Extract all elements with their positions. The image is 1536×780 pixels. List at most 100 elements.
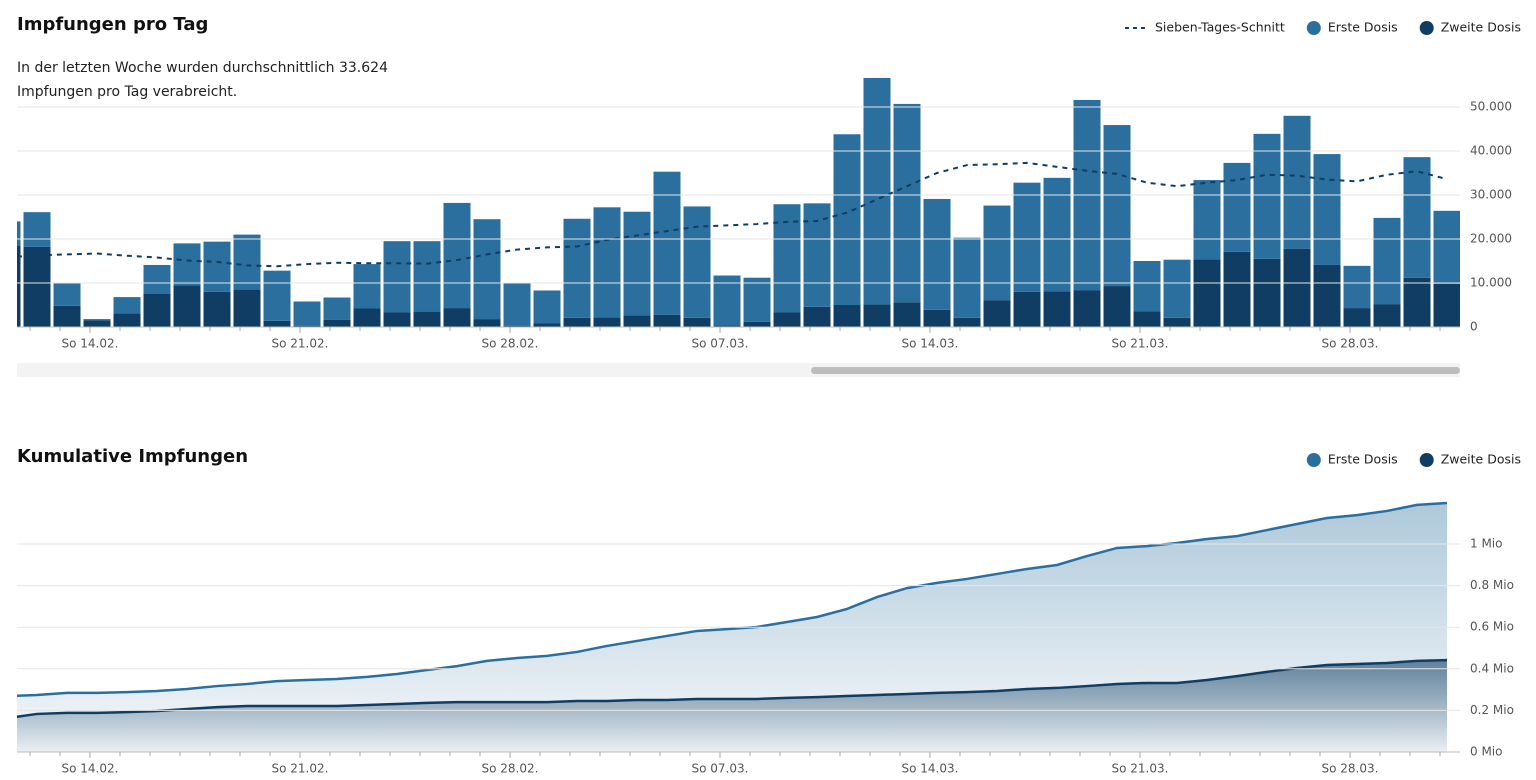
x-tick-label: So 07.03.: [692, 337, 749, 351]
bar: [953, 317, 981, 327]
bar: [23, 212, 51, 247]
bar: [143, 264, 171, 294]
bar: [1403, 157, 1431, 278]
bar: [893, 103, 921, 303]
bar: [17, 221, 21, 246]
legend-swatch: [1306, 21, 1321, 35]
bar: [1163, 259, 1191, 318]
bar: [1403, 277, 1431, 327]
x-tick-label: So 28.02.: [482, 762, 539, 776]
legend-swatch: [1306, 453, 1321, 467]
chart-title: Impfungen pro Tag: [17, 14, 208, 35]
bar: [413, 311, 441, 327]
bar: [983, 205, 1011, 301]
bar: [443, 308, 471, 327]
y-tick-label: 0.4 Mio: [1470, 661, 1514, 675]
bar: [113, 313, 141, 327]
bar: [1433, 283, 1460, 327]
y-tick-label: 0.6 Mio: [1470, 620, 1514, 634]
bar: [413, 241, 441, 312]
bar: [773, 204, 801, 313]
bar: [1043, 177, 1071, 292]
bar: [1343, 308, 1371, 327]
bar: [503, 325, 531, 327]
x-tick-label: So 28.03.: [1322, 337, 1379, 351]
bar: [1193, 259, 1221, 327]
area: [17, 660, 1447, 752]
bar: [473, 319, 501, 327]
x-tick-label: So 28.02.: [482, 337, 539, 351]
bar: [1043, 291, 1071, 327]
bar: [1343, 265, 1371, 309]
bar: [53, 305, 81, 327]
bar: [533, 290, 561, 324]
bar: [1103, 286, 1131, 327]
bar: [233, 289, 261, 327]
bar: [1193, 180, 1221, 260]
bar: [773, 312, 801, 327]
y-tick-label: 0.2 Mio: [1470, 703, 1514, 717]
bar: [833, 134, 861, 305]
bar: [53, 283, 81, 306]
x-tick-label: So 14.03.: [902, 762, 959, 776]
bar: [1373, 304, 1401, 327]
line: [17, 161, 1448, 268]
y-tick-label: 1 Mio: [1470, 537, 1502, 551]
bar: [233, 234, 261, 290]
bar: [353, 308, 381, 327]
plot-layer: [17, 77, 1460, 752]
y-tick-label: 0: [1470, 320, 1478, 334]
y-tick-label: 50.000: [1470, 100, 1512, 114]
bar: [1313, 264, 1341, 327]
bar: [1283, 248, 1311, 327]
y-tick-label: 0 Mio: [1470, 745, 1502, 759]
bar: [743, 277, 771, 322]
bar: [893, 302, 921, 327]
x-tick-label: So 28.03.: [1322, 762, 1379, 776]
bar: [1253, 258, 1281, 327]
bar: [533, 323, 561, 327]
bar: [203, 241, 231, 292]
line: [17, 658, 1448, 718]
bar: [593, 207, 621, 318]
legend-label: Sieben-Tages-Schnitt: [1155, 20, 1285, 35]
bar: [113, 297, 141, 314]
bar: [623, 315, 651, 327]
y-tick-label: 20.000: [1470, 232, 1512, 246]
bar: [1133, 311, 1161, 327]
legend-label: Zweite Dosis: [1441, 452, 1521, 467]
bar: [83, 320, 111, 327]
bar: [1223, 162, 1251, 252]
bar: [923, 309, 951, 327]
x-tick-label: So 21.03.: [1112, 762, 1169, 776]
bar: [683, 206, 711, 318]
legend-swatch: [1419, 453, 1434, 467]
bar: [83, 319, 111, 321]
scrollbar-thumb[interactable]: [811, 367, 1460, 374]
bar: [1223, 251, 1251, 327]
bar: [1313, 154, 1341, 265]
bar: [263, 320, 291, 327]
bar: [563, 218, 591, 318]
bar: [353, 264, 381, 309]
bar: [1103, 125, 1131, 287]
bar: [743, 321, 771, 327]
bar: [323, 297, 351, 320]
bar: [263, 270, 291, 321]
x-tick-label: So 21.02.: [272, 762, 329, 776]
bar: [1373, 217, 1401, 305]
bar: [1013, 291, 1041, 327]
legend-label: Erste Dosis: [1328, 20, 1398, 35]
x-tick-label: So 21.02.: [272, 337, 329, 351]
bar: [203, 291, 231, 327]
bar: [17, 245, 21, 327]
legend-label: Zweite Dosis: [1441, 20, 1521, 35]
legend-swatch: [1419, 21, 1434, 35]
bar: [683, 317, 711, 327]
bar: [863, 304, 891, 327]
bar: [143, 294, 171, 327]
bar: [653, 314, 681, 327]
bar: [443, 202, 471, 309]
